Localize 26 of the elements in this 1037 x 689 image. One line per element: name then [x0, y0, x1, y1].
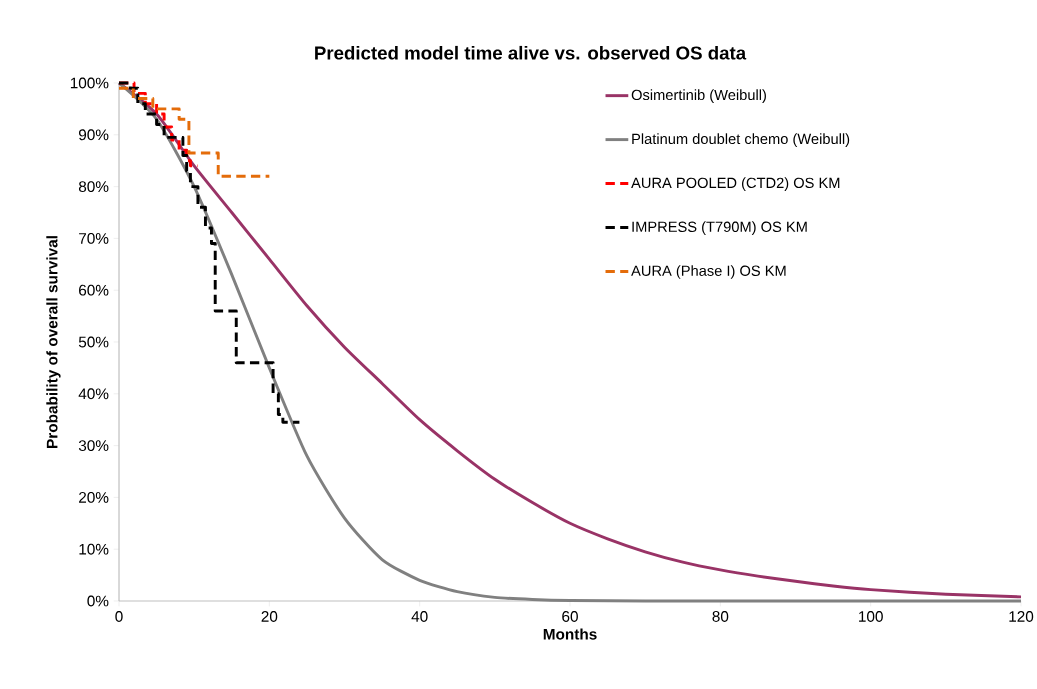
x-tick-label: 0 [115, 611, 123, 622]
y-tick-label: 40% [78, 388, 109, 400]
legend-label: AURA (Phase I) OS KM [631, 265, 786, 279]
x-tick-label: 20 [261, 611, 278, 622]
y-tick-label: 80% [78, 181, 109, 193]
legend-label: Osimertinib (Weibull) [631, 89, 766, 103]
legend-label: Platinum doublet chemo (Weibull) [632, 133, 850, 147]
x-tick-label: 80 [712, 611, 729, 622]
y-tick-label: 10% [79, 543, 109, 555]
x-tick-label: 100 [859, 611, 883, 622]
y-tick-label: 0% [87, 595, 109, 607]
y-tick-label: 70% [79, 232, 109, 244]
y-tick-label: 100% [70, 77, 109, 89]
x-axis-title: Months [543, 628, 597, 640]
y-tick-label: 60% [79, 284, 109, 296]
legend-label: IMPRESS (T790M) OS KM [632, 221, 807, 235]
x-tick-label: 120 [1009, 611, 1034, 622]
y-tick-label: 50% [78, 336, 109, 348]
y-tick-label: 90% [78, 129, 109, 141]
y-tick-label: 30% [78, 440, 109, 452]
y-tick-label: 20% [79, 491, 109, 503]
legend-label: AURA POOLED (CTD2) OS KM [631, 177, 840, 191]
chart-title: Predicted model time alive vs. observed OS data [315, 45, 747, 60]
x-tick-label: 40 [411, 611, 428, 622]
y-axis-title: Probability of overall survival [46, 236, 61, 448]
x-tick-label: 60 [562, 611, 578, 622]
